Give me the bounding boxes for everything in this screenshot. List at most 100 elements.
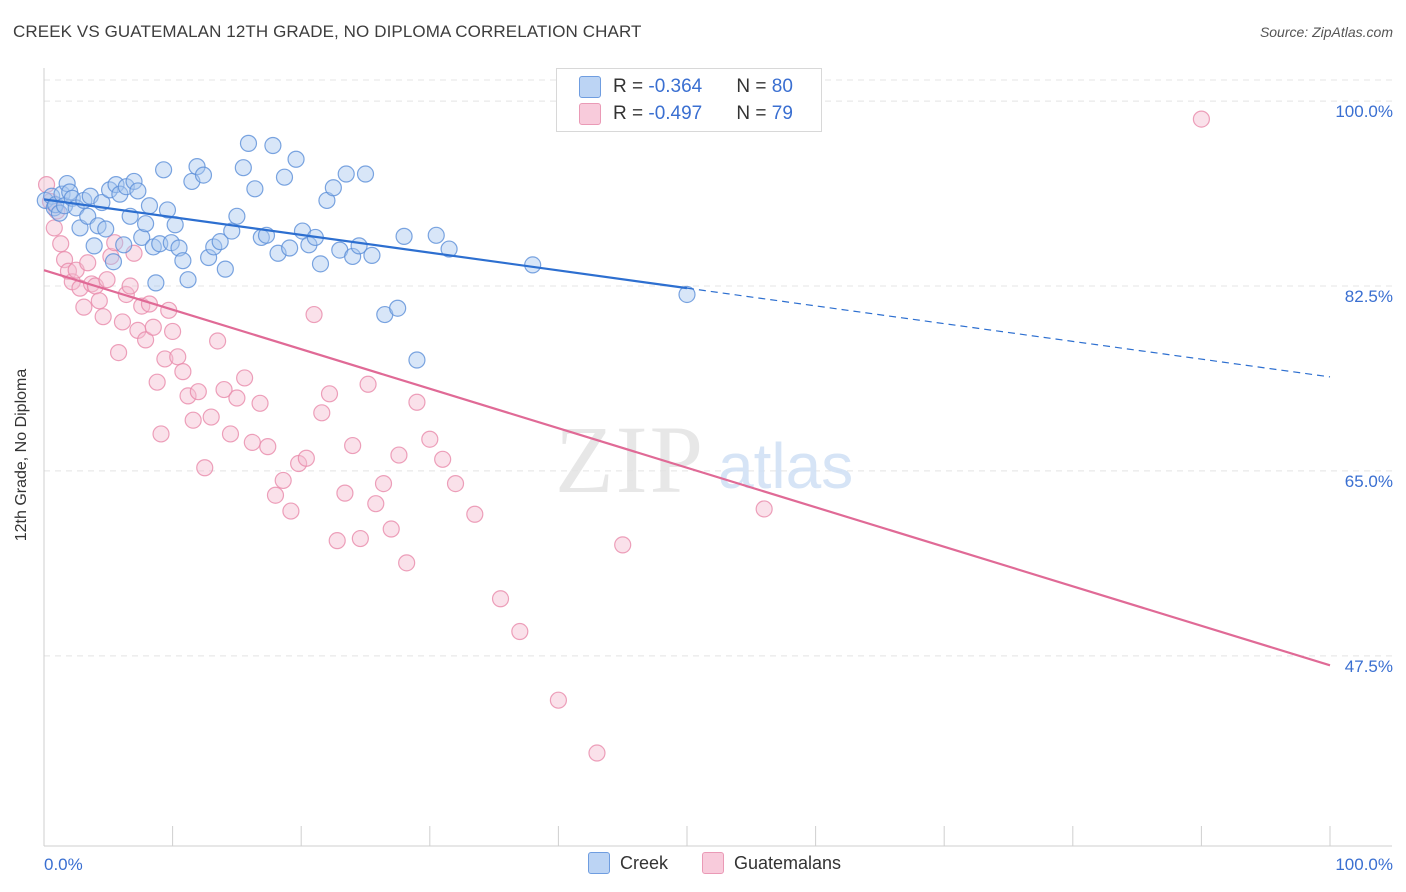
- guatemalans-point: [274, 471, 292, 490]
- guatemalans-r-label: R =: [613, 103, 649, 124]
- legend-row-creek: R = -0.364 N = 80: [579, 75, 793, 99]
- guatemalans-point: [52, 235, 70, 253]
- guatemalans-point: [45, 219, 63, 237]
- creek-point: [440, 240, 458, 258]
- creek-point: [170, 239, 188, 257]
- creek-trend-extension: [686, 287, 1331, 378]
- creek-point: [389, 299, 407, 317]
- creek-point: [275, 168, 294, 186]
- guatemalans-point: [408, 393, 426, 411]
- creek-point: [427, 226, 445, 244]
- guatemalans-r-value: -0.497: [648, 103, 703, 124]
- guatemalans-point: [282, 502, 300, 520]
- creek-point: [97, 220, 115, 238]
- creek-point: [324, 179, 342, 197]
- guatemalans-point: [209, 332, 227, 350]
- guatemalans-point: [374, 475, 393, 493]
- guatemalans-point: [75, 298, 93, 316]
- creek-point: [344, 247, 362, 266]
- creek-point: [154, 161, 173, 179]
- creek-point: [228, 207, 246, 225]
- guatemalans-point: [236, 369, 254, 387]
- creek-r-label: R =: [613, 76, 649, 97]
- trend-lines: [43, 198, 1331, 667]
- guatemalans-point: [189, 383, 207, 401]
- creek-point: [524, 256, 542, 274]
- creek-point: [216, 260, 234, 278]
- creek-point: [136, 215, 155, 233]
- guatemalans-point: [148, 373, 166, 391]
- creek-point: [174, 252, 192, 270]
- guatemalans-point: [1192, 110, 1211, 128]
- creek-point: [107, 175, 125, 194]
- guatemalans-point: [336, 484, 354, 502]
- guatemalans-point: [174, 363, 192, 381]
- guatemalans-point: [466, 505, 484, 523]
- creek-point: [234, 159, 252, 177]
- guatemalans-point: [313, 404, 331, 422]
- creek-point: [337, 165, 355, 183]
- creek-point: [239, 134, 258, 152]
- creek-point: [678, 285, 696, 304]
- guatemalans-point: [511, 622, 529, 641]
- bottom-legend-creek: Creek: [588, 852, 668, 874]
- watermark-zip: ZIP: [555, 406, 705, 513]
- creek-point: [85, 237, 103, 255]
- guatemalans-point: [121, 277, 139, 295]
- guatemalans-point: [398, 554, 416, 572]
- chart-title: CREEK VS GUATEMALAN 12TH GRADE, NO DIPLO…: [13, 22, 642, 41]
- guatemalans-point: [215, 380, 233, 399]
- creek-point: [311, 255, 330, 273]
- watermark-atlas: atlas: [718, 430, 853, 502]
- creek-point: [356, 165, 375, 183]
- stats-legend: R = -0.364 N = 80 R = -0.497 N = 79: [556, 68, 822, 132]
- bottom-guatemalans-swatch: [702, 852, 724, 874]
- guatemalans-point: [113, 313, 132, 331]
- guatemalans-point: [179, 387, 197, 405]
- guatemalans-point: [251, 394, 269, 412]
- source-label: Source: ZipAtlas.com: [1259, 24, 1393, 40]
- guatemalans-point: [152, 425, 170, 443]
- bottom-guatemalans-label: Guatemalans: [734, 852, 842, 873]
- guatemalans-n-value: 79: [771, 103, 793, 124]
- creek-point: [363, 246, 381, 264]
- guatemalans-point: [755, 500, 773, 518]
- guatemalans-point: [390, 446, 408, 464]
- watermark: ZIP atlas: [555, 406, 853, 513]
- bottom-legend-guatemalans: Guatemalans: [702, 852, 841, 874]
- legend-row-guatemalans: R = -0.497 N = 79: [579, 102, 793, 126]
- guatemalans-point: [144, 318, 162, 336]
- guatemalans-point: [491, 590, 510, 608]
- creek-point: [395, 227, 413, 245]
- creek-point: [115, 236, 133, 254]
- guatemalans-point: [328, 532, 346, 550]
- guatemalans-point: [320, 385, 339, 403]
- guatemalans-point: [243, 433, 261, 451]
- guatemalans-swatch: [579, 103, 601, 125]
- guatemalans-point: [421, 430, 439, 448]
- creek-point: [133, 228, 151, 247]
- creek-point: [264, 136, 282, 155]
- guatemalans-n-label: N =: [736, 103, 772, 124]
- creek-point: [211, 233, 229, 251]
- creek-r-value: -0.364: [648, 76, 703, 97]
- creek-swatch: [579, 76, 601, 98]
- guatemalans-point: [136, 331, 155, 349]
- guatemalans-point: [434, 450, 452, 468]
- guatemalans-point: [344, 436, 362, 455]
- creek-point: [194, 166, 213, 184]
- x-tick-label: 100.0%: [1335, 855, 1393, 874]
- creek-point: [246, 180, 264, 198]
- guatemalans-point: [359, 375, 377, 393]
- creek-point: [147, 274, 165, 292]
- guatemalans-point: [305, 305, 323, 324]
- creek-point: [104, 253, 123, 271]
- creek-n-label: N =: [736, 76, 772, 97]
- guatemalans-point: [79, 254, 97, 272]
- bottom-creek-label: Creek: [620, 852, 669, 873]
- guatemalans-point: [156, 350, 174, 368]
- creek-n-value: 80: [771, 76, 793, 97]
- y-tick-label: 65.0%: [1345, 472, 1393, 491]
- guatemalans-trend-line: [43, 269, 1331, 667]
- bottom-creek-swatch: [588, 852, 610, 874]
